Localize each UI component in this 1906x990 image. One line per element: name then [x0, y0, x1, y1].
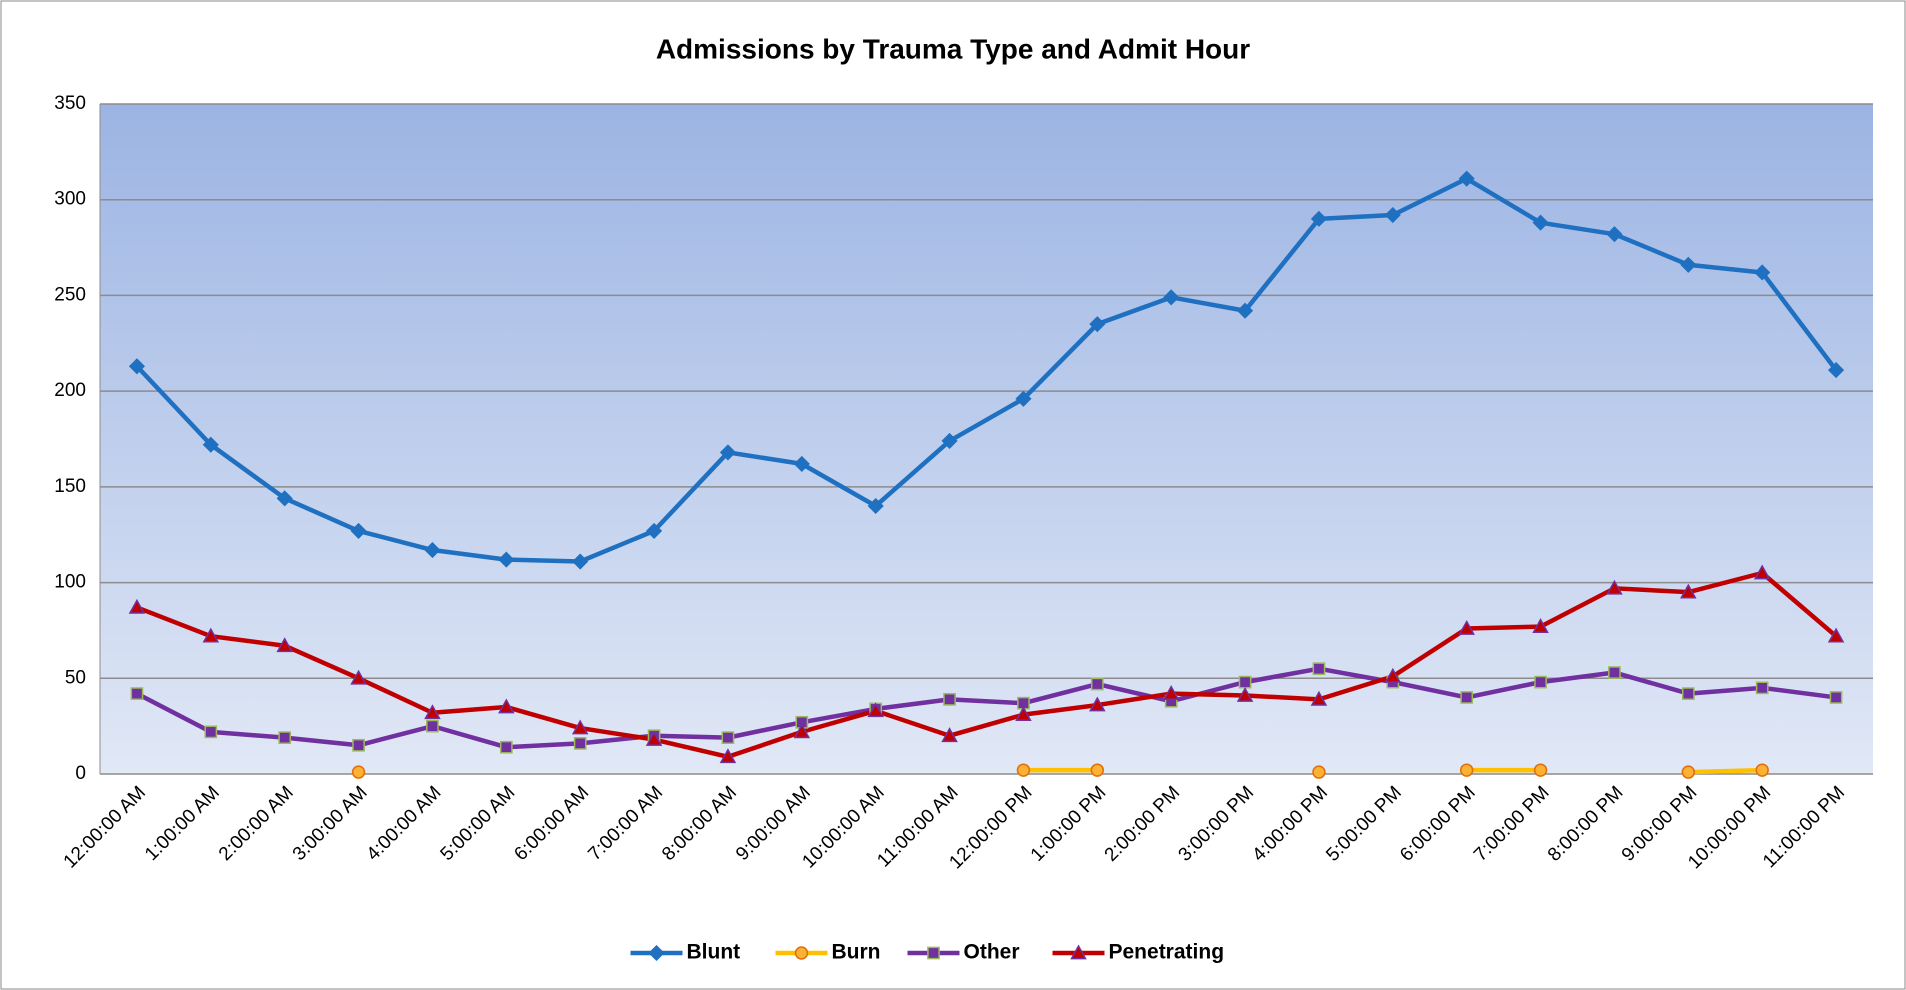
y-tick-label: 250: [54, 284, 86, 305]
marker: [498, 551, 515, 568]
marker: [1532, 214, 1549, 231]
marker: [1459, 763, 1474, 777]
marker: [351, 765, 366, 779]
marker: [498, 698, 515, 714]
marker: [424, 704, 441, 720]
marker: [202, 436, 219, 453]
marker: [1015, 390, 1032, 407]
marker: [1533, 763, 1548, 777]
marker: [941, 432, 958, 449]
marker: [1458, 170, 1475, 187]
marker: [1090, 763, 1105, 777]
marker: [943, 692, 956, 706]
marker: [1460, 691, 1474, 704]
marker: [1312, 765, 1326, 779]
marker: [719, 444, 736, 461]
marker: [202, 627, 220, 643]
legend-label: Other: [964, 941, 1020, 964]
marker: [1753, 564, 1771, 580]
marker: [276, 490, 293, 507]
marker: [1754, 264, 1771, 281]
legend-label: Blunt: [687, 941, 741, 964]
marker: [426, 719, 439, 733]
y-tick-label: 100: [54, 572, 86, 593]
marker: [350, 669, 367, 685]
marker: [130, 687, 144, 700]
marker: [793, 723, 811, 739]
series-line: [135, 666, 1837, 750]
marker: [1090, 677, 1104, 691]
marker: [204, 725, 218, 739]
marker: [1089, 316, 1106, 333]
marker: [352, 738, 365, 752]
marker: [1070, 944, 1087, 960]
marker: [572, 553, 589, 570]
marker: [721, 731, 735, 744]
marker: [1680, 583, 1697, 599]
marker: [1827, 627, 1845, 643]
y-tick-label: 300: [54, 189, 86, 210]
y-tick-label: 0: [75, 763, 86, 784]
series-line: [135, 176, 1838, 564]
marker: [278, 731, 292, 744]
marker: [719, 748, 737, 764]
y-tick-label: 350: [54, 93, 86, 114]
marker: [1015, 706, 1032, 722]
marker: [350, 522, 367, 539]
marker: [1458, 619, 1475, 635]
marker: [646, 522, 663, 539]
marker: [867, 497, 884, 515]
marker: [1236, 686, 1254, 702]
marker: [1310, 690, 1328, 706]
marker: [793, 455, 810, 472]
marker: [1384, 206, 1401, 224]
marker: [499, 740, 513, 754]
marker: [1680, 256, 1697, 273]
marker: [573, 737, 587, 750]
marker: [1238, 675, 1252, 689]
plot-area: [100, 104, 1873, 774]
marker: [1755, 763, 1769, 777]
marker: [1534, 675, 1547, 689]
marker: [571, 719, 589, 735]
legend-label: Penetrating: [1109, 941, 1225, 964]
legend-label: Burn: [832, 941, 881, 964]
marker: [424, 541, 441, 559]
chart-title: Admissions by Trauma Type and Admit Hour: [656, 33, 1250, 64]
marker: [1162, 685, 1180, 700]
marker: [1606, 579, 1623, 595]
marker: [1606, 226, 1623, 243]
marker: [1312, 662, 1326, 676]
y-tick-label: 150: [54, 476, 86, 497]
marker: [128, 358, 145, 375]
marker: [1681, 765, 1696, 779]
marker: [1532, 618, 1549, 633]
marker: [1384, 667, 1402, 683]
marker: [794, 946, 809, 960]
marker: [645, 730, 663, 746]
series-line: [136, 570, 1838, 760]
marker: [1827, 362, 1845, 379]
marker: [648, 944, 665, 962]
marker: [1016, 763, 1031, 777]
marker: [128, 598, 146, 614]
marker: [1755, 681, 1769, 695]
marker: [1608, 666, 1621, 679]
marker: [927, 946, 940, 960]
marker: [1310, 210, 1328, 227]
marker: [1829, 691, 1843, 704]
marker: [941, 727, 958, 743]
marker: [276, 637, 293, 653]
y-tick-label: 200: [54, 380, 86, 401]
series-line: [1023, 767, 1763, 775]
marker: [1236, 302, 1254, 319]
marker: [867, 702, 884, 718]
marker: [1681, 687, 1695, 700]
marker: [1163, 289, 1180, 306]
y-tick-label: 50: [65, 667, 86, 688]
marker: [1089, 696, 1106, 712]
